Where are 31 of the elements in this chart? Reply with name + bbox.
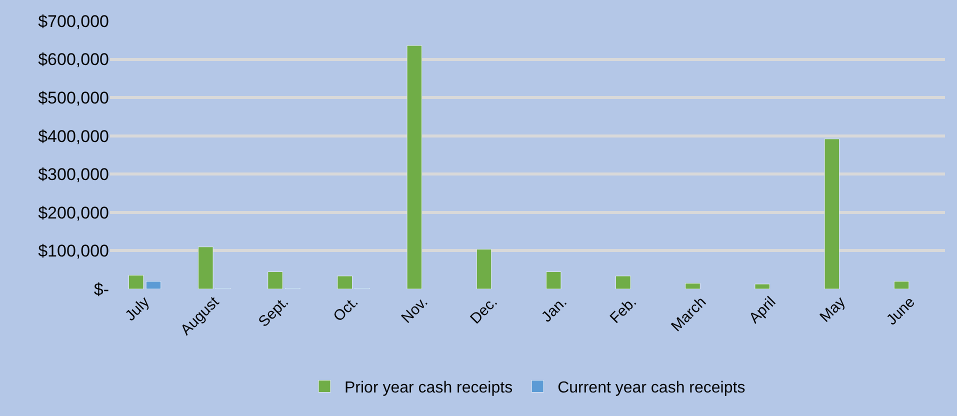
x-tick-label: July xyxy=(122,293,154,325)
legend-label: Prior year cash receipts xyxy=(344,380,513,397)
bar xyxy=(616,276,631,289)
y-tick-label: $300,000 xyxy=(38,165,109,184)
bar xyxy=(754,284,770,289)
y-tick-label: $400,000 xyxy=(38,126,109,146)
y-tick-label: $100,000 xyxy=(38,242,109,261)
x-tick-label: Oct. xyxy=(330,294,362,326)
bar xyxy=(268,272,283,289)
legend-label: Current year cash receipts xyxy=(558,380,746,397)
bar xyxy=(476,248,492,289)
bar xyxy=(546,272,562,289)
x-tick-label: Dec. xyxy=(467,294,501,328)
bar xyxy=(824,138,840,289)
bar xyxy=(685,283,700,289)
x-tick-label: Feb. xyxy=(606,294,640,327)
y-tick-label: $500,000 xyxy=(38,88,109,108)
y-tick-label: $700,000 xyxy=(38,12,109,31)
bar xyxy=(128,274,144,289)
bar xyxy=(198,246,214,289)
y-tick-label: $- xyxy=(94,280,109,299)
bar xyxy=(146,281,162,289)
bar xyxy=(894,281,910,289)
bar xyxy=(406,45,422,289)
x-tick-label: June xyxy=(883,294,918,329)
x-tick-label: Jan. xyxy=(538,294,570,326)
x-tick-label: Nov. xyxy=(398,294,432,327)
y-tick-label: $200,000 xyxy=(38,203,109,222)
x-tick-label: May xyxy=(816,293,850,326)
bar xyxy=(337,276,352,289)
y-tick-label: $600,000 xyxy=(38,50,109,70)
